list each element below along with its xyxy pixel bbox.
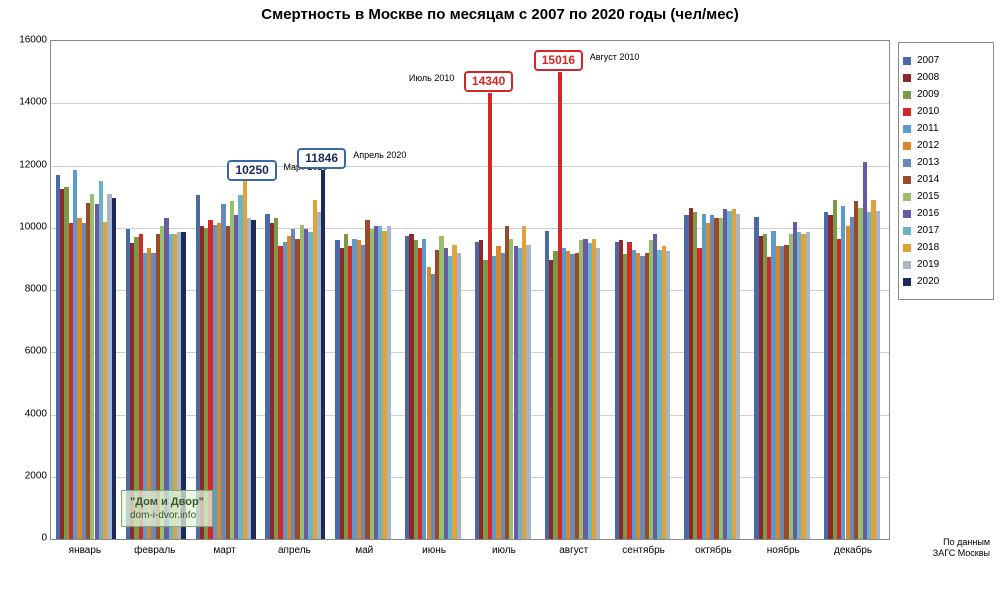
legend-label: 2013 (917, 157, 939, 168)
legend-swatch (903, 108, 911, 116)
legend-label: 2007 (917, 55, 939, 66)
ytick-label: 14000 (5, 97, 47, 108)
xtick-label: октябрь (695, 545, 732, 556)
legend-swatch (903, 159, 911, 167)
watermark-box: "Дом и Двор" dom-i-dvor.info (121, 490, 213, 527)
bar (666, 251, 670, 539)
legend: 2007 2008 2009 2010 2011 2012 2013 2014 2015 2016… (898, 42, 994, 300)
bar (736, 214, 740, 539)
legend-item: 2015 (903, 191, 989, 202)
overflow-bar (558, 72, 562, 539)
ytick-label: 12000 (5, 159, 47, 170)
legend-swatch (903, 57, 911, 65)
legend-swatch (903, 176, 911, 184)
bar (387, 226, 391, 539)
legend-label: 2019 (917, 259, 939, 270)
legend-label: 2014 (917, 174, 939, 185)
overflow-bar (488, 93, 492, 539)
xtick-label: май (355, 545, 373, 556)
ytick-label: 0 (5, 533, 47, 544)
bars-layer (51, 41, 889, 539)
bar (457, 253, 461, 539)
legend-item: 2009 (903, 89, 989, 100)
xtick-label: февраль (134, 545, 175, 556)
legend-item: 2014 (903, 174, 989, 185)
ytick-label: 16000 (5, 35, 47, 46)
plot-area: 10250Март 202011846Апрель 202014340Июль … (50, 40, 890, 540)
xtick-label: август (559, 545, 588, 556)
legend-swatch (903, 91, 911, 99)
legend-label: 2009 (917, 89, 939, 100)
ytick-label: 4000 (5, 408, 47, 419)
legend-label: 2008 (917, 72, 939, 83)
legend-item: 2019 (903, 259, 989, 270)
legend-item: 2010 (903, 106, 989, 117)
callout-value-box: 11846 (297, 148, 346, 169)
callout-value-box: 10250 (227, 160, 276, 181)
chart-container: Смертность в Москве по месяцам с 2007 по… (0, 0, 1000, 597)
ytick-label: 10000 (5, 221, 47, 232)
legend-item: 2011 (903, 123, 989, 134)
legend-swatch (903, 261, 911, 269)
legend-label: 2017 (917, 225, 939, 236)
legend-swatch (903, 193, 911, 201)
bar (526, 245, 530, 539)
xtick-label: ноябрь (767, 545, 800, 556)
watermark-subtitle: dom-i-dvor.info (130, 509, 204, 522)
bar (876, 211, 880, 539)
y-axis-labels: 0200040006000800010000120001400016000 (5, 40, 47, 540)
x-axis-labels: январь февраль март апрель май июнь июль август… (50, 545, 890, 565)
legend-swatch (903, 244, 911, 252)
callout-value-box: 14340 (464, 71, 513, 92)
legend-swatch (903, 278, 911, 286)
ytick-label: 2000 (5, 470, 47, 481)
legend-item: 2016 (903, 208, 989, 219)
bar (112, 198, 116, 539)
legend-item: 2008 (903, 72, 989, 83)
callout-label: Август 2010 (590, 52, 640, 62)
legend-item: 2020 (903, 276, 989, 287)
callout-label: Апрель 2020 (353, 150, 406, 160)
ytick-label: 8000 (5, 284, 47, 295)
callout-value-box: 15016 (534, 50, 583, 71)
watermark-title: "Дом и Двор" (130, 495, 204, 509)
legend-label: 2020 (917, 276, 939, 287)
legend-label: 2010 (917, 106, 939, 117)
legend-label: 2015 (917, 191, 939, 202)
legend-swatch (903, 210, 911, 218)
bar (251, 220, 255, 539)
legend-swatch (903, 74, 911, 82)
legend-item: 2018 (903, 242, 989, 253)
legend-item: 2013 (903, 157, 989, 168)
legend-swatch (903, 142, 911, 150)
legend-label: 2016 (917, 208, 939, 219)
xtick-label: март (213, 545, 235, 556)
legend-item: 2017 (903, 225, 989, 236)
legend-item: 2012 (903, 140, 989, 151)
chart-title: Смертность в Москве по месяцам с 2007 по… (0, 6, 1000, 23)
callout-label: Июль 2010 (409, 73, 454, 83)
ytick-label: 6000 (5, 346, 47, 357)
legend-label: 2018 (917, 242, 939, 253)
bar (806, 232, 810, 539)
legend-item: 2007 (903, 55, 989, 66)
legend-swatch (903, 125, 911, 133)
source-note-line2: ЗАГС Москвы (933, 548, 990, 559)
source-note: По данным ЗАГС Москвы (933, 537, 990, 559)
source-note-line1: По данным (933, 537, 990, 548)
xtick-label: июнь (422, 545, 446, 556)
legend-label: 2012 (917, 140, 939, 151)
bar (596, 248, 600, 539)
xtick-label: январь (69, 545, 101, 556)
legend-label: 2011 (917, 123, 939, 134)
xtick-label: декабрь (834, 545, 872, 556)
bar (321, 170, 325, 539)
xtick-label: июль (492, 545, 516, 556)
legend-swatch (903, 227, 911, 235)
xtick-label: сентябрь (622, 545, 665, 556)
xtick-label: апрель (278, 545, 311, 556)
